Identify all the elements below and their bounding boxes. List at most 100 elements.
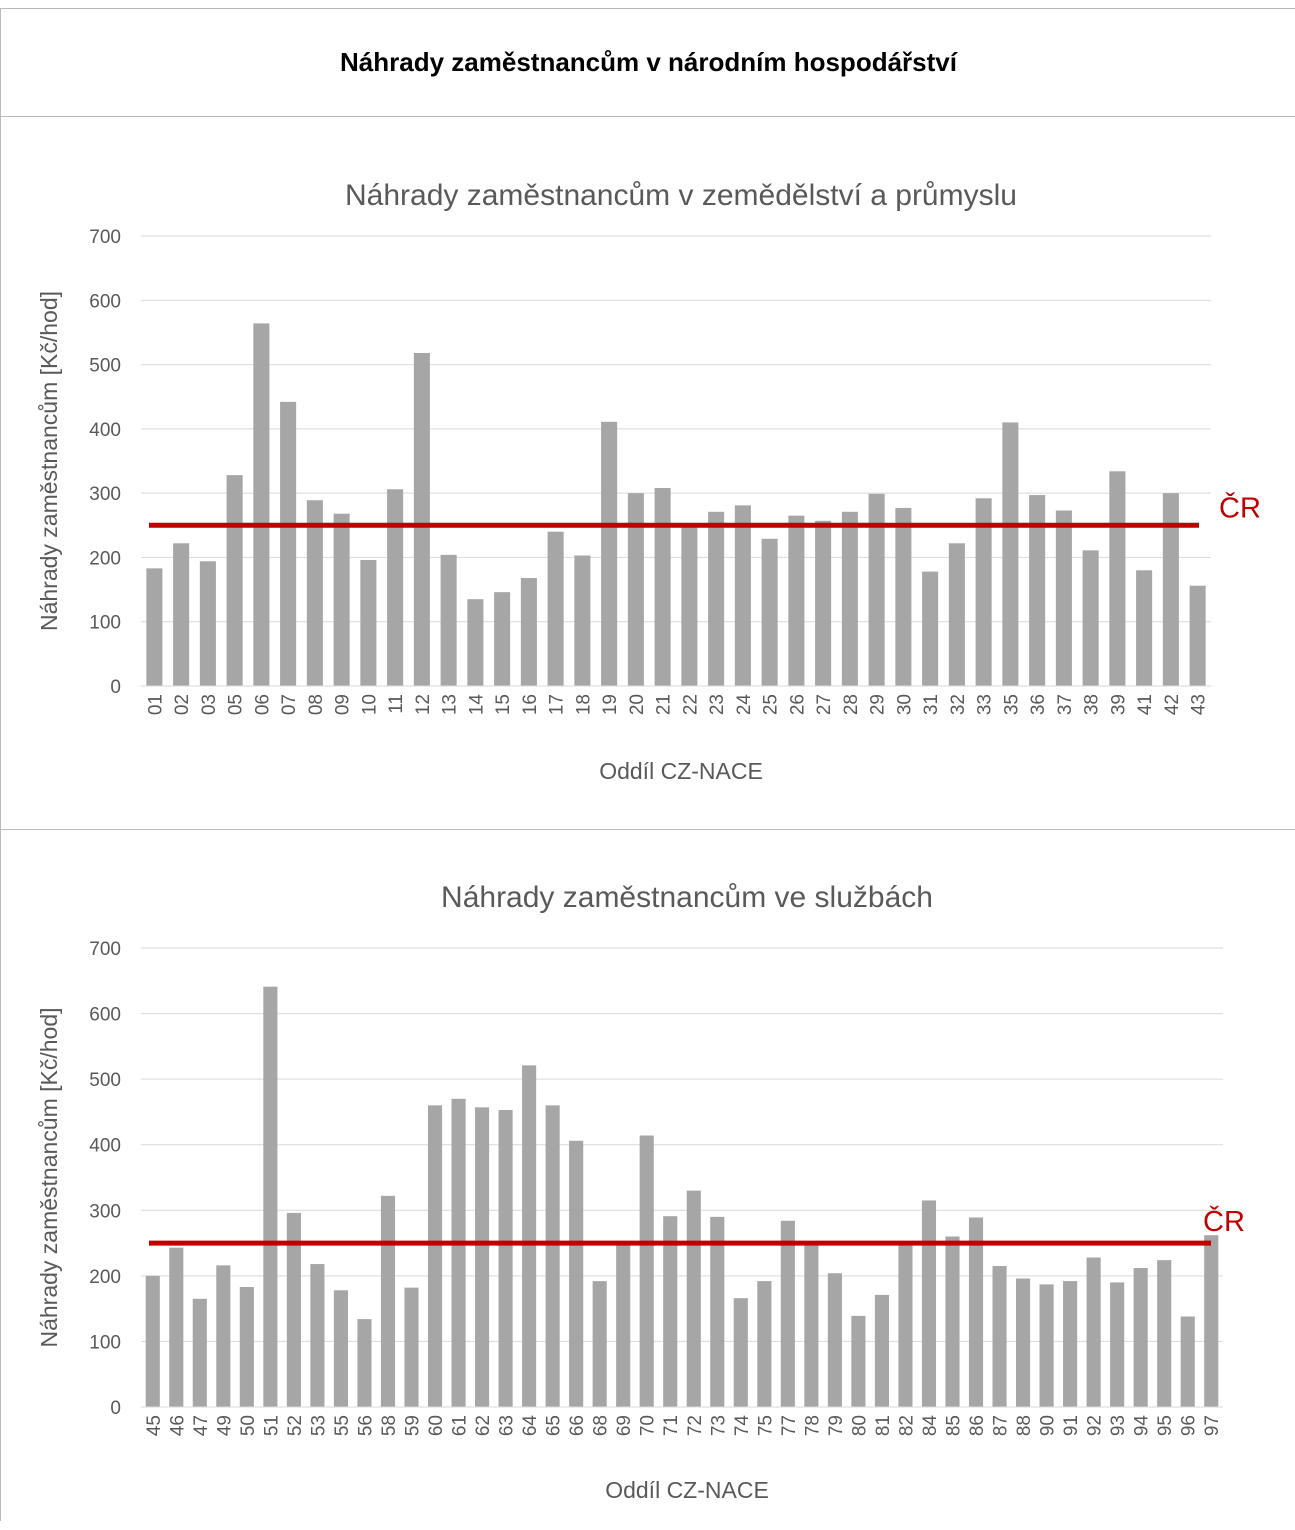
x-tick-label: 96: [1179, 1415, 1200, 1436]
x-tick-label: 73: [708, 1415, 729, 1436]
x-tick-label: 41: [1135, 694, 1156, 715]
bar: [1082, 550, 1099, 686]
x-tick-label: 32: [948, 694, 969, 715]
y-tick-label: 400: [89, 1136, 121, 1157]
x-tick-label: 51: [261, 1415, 282, 1436]
x-tick-label: 29: [868, 694, 889, 715]
bar: [427, 1105, 443, 1407]
x-tick-label: 80: [849, 1415, 870, 1436]
bar: [948, 543, 965, 686]
bar: [192, 1298, 207, 1407]
x-tick-label: 87: [991, 1415, 1012, 1436]
x-tick-label: 45: [144, 1415, 165, 1436]
x-tick-label: 65: [544, 1415, 565, 1436]
x-tick-label: 84: [920, 1415, 941, 1437]
x-tick-label: 77: [779, 1415, 800, 1436]
bar: [387, 489, 404, 686]
bar: [922, 571, 939, 686]
bar: [263, 986, 278, 1407]
bar: [733, 1298, 748, 1407]
bar: [874, 1294, 889, 1407]
bar: [827, 1273, 842, 1407]
x-tick-label: 75: [755, 1415, 776, 1436]
bar: [627, 493, 644, 686]
x-tick-label: 20: [627, 694, 648, 715]
x-tick-label: 28: [841, 694, 862, 715]
bar: [1136, 570, 1153, 686]
x-tick-label: 33: [975, 694, 996, 715]
y-tick-label: 200: [89, 1267, 121, 1288]
bar: [145, 1275, 160, 1407]
bar: [1029, 495, 1046, 686]
bar: [226, 475, 243, 686]
x-tick-label: 90: [1038, 1415, 1059, 1436]
x-tick-label: 38: [1082, 694, 1103, 715]
x-tick-label: 86: [967, 1415, 988, 1436]
x-tick-label: 43: [1189, 694, 1210, 715]
x-tick-label: 16: [520, 694, 541, 715]
bar: [681, 524, 698, 686]
y-tick-label: 500: [89, 1070, 121, 1091]
bar: [1063, 1281, 1078, 1407]
bar: [146, 568, 163, 686]
x-tick-label: 68: [591, 1415, 612, 1436]
bar: [841, 511, 858, 686]
bar: [616, 1243, 631, 1407]
bar: [592, 1281, 607, 1407]
bar: [199, 561, 216, 686]
bar: [975, 498, 992, 686]
x-tick-label: 31: [921, 694, 942, 715]
bar: [1016, 1278, 1031, 1407]
bar: [1180, 1316, 1195, 1407]
bar: [1039, 1284, 1054, 1407]
bar: [286, 1212, 301, 1407]
y-tick-label: 300: [89, 1201, 121, 1222]
bar: [734, 505, 751, 686]
bar: [360, 560, 377, 686]
bar: [898, 1243, 913, 1407]
bar: [968, 1217, 984, 1407]
y-tick-label: 400: [89, 420, 121, 441]
y-tick-label: 700: [89, 227, 121, 248]
bar: [1204, 1235, 1219, 1407]
x-tick-label: 92: [1085, 1415, 1106, 1436]
x-tick-label: 82: [896, 1415, 917, 1436]
y-tick-label: 200: [89, 548, 121, 569]
bar: [1086, 1257, 1101, 1407]
bar: [780, 1220, 795, 1407]
bar: [239, 1287, 254, 1407]
bar: [574, 555, 591, 686]
x-tick-label: 70: [638, 1415, 659, 1436]
y-axis-label: Náhrady zaměstnancům [Kč/hod]: [36, 1007, 62, 1347]
x-tick-label: 71: [661, 1415, 682, 1436]
x-tick-label: 01: [145, 694, 166, 715]
x-tick-label: 25: [761, 694, 782, 715]
y-axis-label: Náhrady zaměstnancům [Kč/hod]: [36, 291, 62, 631]
bar: [761, 538, 778, 686]
bar: [333, 1290, 348, 1407]
x-tick-label: 30: [894, 694, 915, 715]
bar: [1055, 510, 1072, 686]
x-tick-label: 35: [1001, 694, 1022, 715]
bar: [757, 1281, 772, 1407]
x-tick-label: 81: [873, 1415, 894, 1436]
x-tick-label: 74: [732, 1415, 753, 1437]
bar: [639, 1135, 654, 1407]
y-tick-label: 600: [89, 291, 121, 312]
bar: [921, 1200, 937, 1407]
x-tick-label: 66: [567, 1415, 588, 1436]
x-tick-label: 60: [426, 1415, 447, 1436]
bar: [868, 493, 885, 686]
bar: [451, 1098, 466, 1407]
x-tick-label: 95: [1155, 1415, 1176, 1436]
x-tick-label: 61: [450, 1415, 471, 1436]
x-tick-label: 53: [308, 1415, 329, 1436]
bar: [216, 1265, 231, 1407]
y-tick-label: 600: [89, 1005, 121, 1026]
x-tick-label: 05: [226, 694, 247, 715]
chart-panel-industry: Náhrady zaměstnancům v zemědělství a prů…: [1, 117, 1295, 830]
bar: [306, 500, 323, 686]
bar: [547, 531, 564, 686]
bar: [1109, 471, 1126, 686]
bar: [710, 1216, 725, 1407]
